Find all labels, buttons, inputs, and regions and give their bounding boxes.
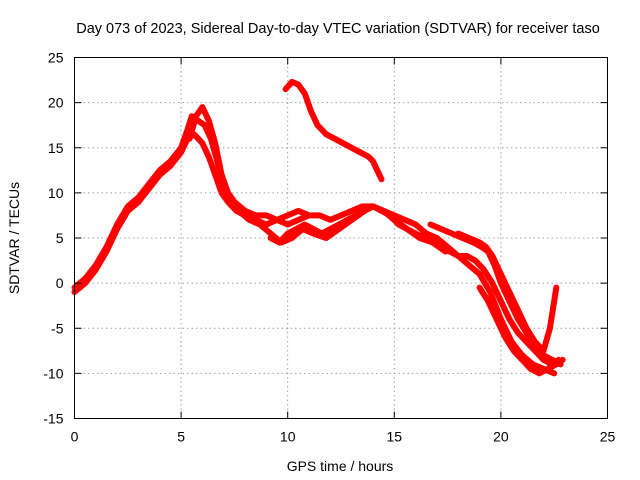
- satellite-track-5: [282, 78, 385, 183]
- y-tick-label: 10: [48, 185, 64, 201]
- y-tick-label: -10: [43, 365, 63, 381]
- tick-layer: 0 5 10 15 20 25 -15 -10 -5 0 5 10 15 20 25: [43, 50, 615, 445]
- y-tick-label: 0: [56, 275, 64, 291]
- chart-title: Day 073 of 2023, Sidereal Day-to-day VTE…: [76, 21, 600, 37]
- x-tick-label: 15: [387, 429, 403, 445]
- y-tick-label: 5: [56, 230, 64, 246]
- y-tick-label: -15: [43, 411, 63, 427]
- y-tick-label: 20: [48, 95, 64, 111]
- satellite-track-8: [476, 284, 566, 377]
- satellite-track-2: [71, 113, 449, 291]
- satellite-track-4: [267, 203, 562, 368]
- y-tick-label: 15: [48, 140, 64, 156]
- satellite-track-7: [455, 230, 560, 354]
- y-tick-label: -5: [51, 320, 64, 336]
- x-tick-label: 5: [177, 429, 185, 445]
- x-tick-label: 20: [493, 429, 509, 445]
- satellite-track-1: [71, 131, 312, 296]
- x-tick-label: 25: [600, 429, 616, 445]
- x-axis-label: GPS time / hours: [287, 458, 394, 474]
- x-tick-label: 10: [280, 429, 296, 445]
- y-axis-label: SDTVAR / TECUs: [6, 182, 22, 294]
- satellite-track-3: [186, 104, 558, 377]
- x-tick-label: 0: [71, 429, 79, 445]
- series-layer: [71, 78, 566, 377]
- y-tick-label: 25: [48, 50, 64, 66]
